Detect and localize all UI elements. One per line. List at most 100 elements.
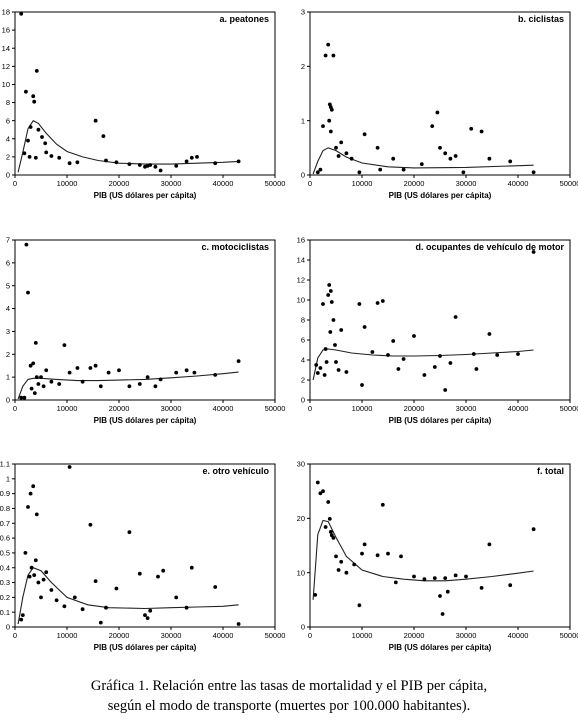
data-point (33, 341, 38, 345)
fitted-curve (17, 371, 239, 400)
y-tick-label: 0 (301, 396, 305, 405)
plot-frame (14, 239, 276, 401)
data-point (80, 379, 85, 384)
caption-line-2: según el modo de transporte (muertes por… (107, 698, 471, 714)
data-point (26, 290, 30, 295)
data-point (430, 124, 435, 128)
data-point (453, 573, 458, 578)
x-tick-label: 20000 (404, 631, 425, 640)
data-point (34, 512, 39, 517)
data-point (106, 370, 111, 375)
data-point (67, 161, 72, 166)
data-point (344, 370, 349, 374)
data-point (43, 141, 48, 146)
panel-title: b. ciclistas (518, 14, 564, 24)
data-point (236, 359, 241, 363)
data-point (137, 571, 142, 576)
plot-frame (309, 239, 571, 401)
data-point (314, 363, 319, 367)
data-point (93, 579, 98, 583)
data-point (336, 568, 341, 572)
panel-total: f. total 0 10 20 30 0 10000 20000 30000 40000 5000… (297, 460, 578, 652)
data-point (153, 384, 158, 389)
data-point (19, 617, 24, 622)
y-tick-label: 0.1 (0, 608, 10, 617)
data-point (93, 363, 98, 368)
panel-otro-vehiculo: e. otro vehículo 0 0.1 0.2 0.3 0.4 0.5 0.6 0.7 0.… (0, 460, 285, 652)
x-tick-label: 20000 (404, 404, 425, 413)
x-tick-label: 40000 (508, 404, 529, 413)
x-tick-label: 0 (308, 404, 312, 413)
x-tick-label: 50000 (265, 404, 286, 413)
data-point (24, 242, 29, 247)
x-tick-label: 0 (308, 179, 312, 188)
y-tick-label: 6 (6, 116, 10, 125)
data-point (88, 522, 93, 527)
data-point (531, 250, 536, 254)
x-axis-label: PIB (US dólares per cápita) (94, 643, 197, 652)
data-point (438, 145, 442, 150)
data-point (334, 360, 338, 364)
y-tick-label: 2 (6, 152, 10, 161)
data-point (32, 391, 37, 395)
panel-ciclistas: b. ciclistas 0 1 2 3 0 10000 20000 30000 40000 500… (301, 8, 578, 200)
data-point (362, 542, 367, 547)
x-tick-label: 30000 (161, 631, 182, 640)
data-point (318, 491, 323, 496)
data-point (143, 613, 147, 617)
panel-ocupantes: d. ocupantes de vehículo de motor 0 2 4 6 8 10… (297, 236, 578, 425)
data-point (412, 334, 416, 338)
x-tick-label: 40000 (213, 404, 234, 413)
data-point (36, 580, 41, 585)
panel-title: a. peatones (219, 14, 269, 24)
data-point (487, 332, 492, 336)
data-point (443, 151, 448, 156)
y-tick-label: 0 (6, 171, 10, 180)
data-point (145, 375, 150, 379)
y-tick-label: 5 (6, 281, 10, 290)
data-point (357, 170, 362, 175)
y-tick-label: 10 (2, 80, 10, 89)
data-point (336, 368, 341, 372)
data-point (438, 354, 442, 358)
data-point (24, 89, 28, 94)
x-tick-label: 0 (13, 631, 17, 640)
data-point (23, 551, 28, 555)
y-tick-label: 1.1 (0, 460, 10, 469)
x-tick-label: 20000 (109, 179, 130, 188)
data-point (331, 53, 336, 58)
data-point (321, 302, 325, 306)
data-point (327, 283, 332, 287)
data-point (321, 124, 325, 128)
data-point (435, 110, 440, 115)
data-point (323, 347, 328, 351)
data-point (114, 586, 119, 591)
data-point (321, 489, 325, 494)
y-tick-label: 0.6 (0, 534, 10, 543)
data-point (33, 155, 38, 160)
data-point (334, 554, 338, 559)
data-point (331, 318, 336, 322)
x-tick-label: 40000 (213, 631, 234, 640)
data-point (29, 565, 34, 570)
data-point (236, 159, 241, 164)
y-tick-label: 3 (301, 8, 305, 17)
data-point (508, 583, 513, 588)
data-point (315, 371, 320, 375)
x-axis-label: PIB (US dólares per cápita) (389, 416, 492, 425)
data-point (31, 484, 36, 489)
x-tick-label: 50000 (265, 179, 286, 188)
data-point (189, 565, 194, 570)
data-point (148, 163, 153, 167)
y-tick-label: 14 (297, 256, 305, 265)
x-tick-label: 10000 (57, 631, 78, 640)
data-point (20, 613, 25, 617)
data-point (331, 536, 336, 540)
x-tick-label: 0 (308, 631, 312, 640)
data-point (531, 527, 536, 532)
y-tick-label: 0 (301, 171, 305, 180)
panel-peatones: a. peatones 0 2 4 6 8 10 12 14 16 18 0 10000 20000 300… (2, 8, 286, 200)
data-point (438, 594, 442, 598)
x-tick-label: 30000 (456, 404, 477, 413)
data-point (448, 156, 453, 161)
